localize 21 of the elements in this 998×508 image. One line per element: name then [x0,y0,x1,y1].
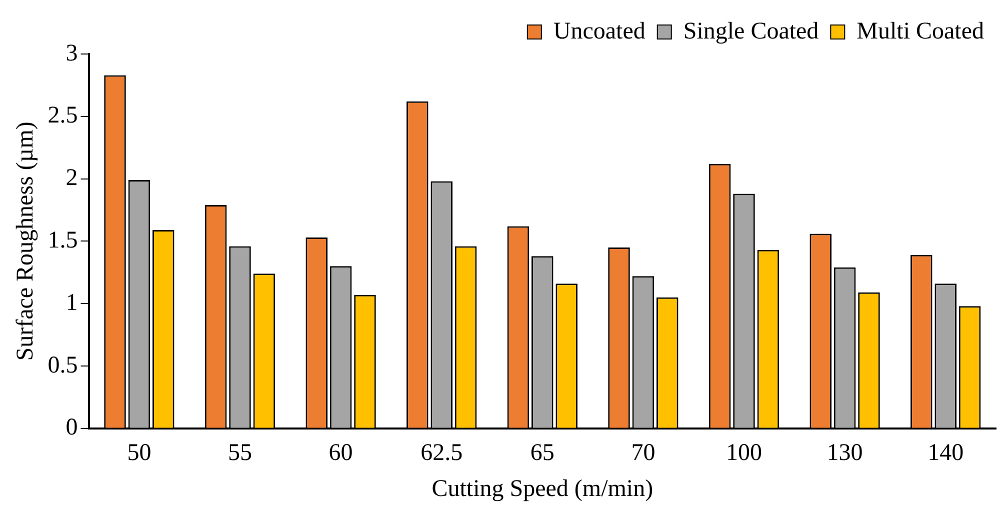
y-tick-label: 0 [66,414,78,441]
legend-label: Multi Coated [856,18,984,44]
y-tick-label: 1.5 [48,227,78,254]
y-tick-label: 1 [66,290,78,316]
x-tick-label: 60 [328,440,353,466]
x-axis-title: Cutting Speed (m/min) [432,476,654,502]
y-tick-label: 2.5 [48,102,78,129]
x-tick-label: 140 [928,440,964,466]
legend-label: Single Coated [683,18,819,44]
x-tick-label: 130 [826,440,863,466]
y-tick-label: 3 [66,40,78,66]
x-tick-label: 55 [228,440,252,466]
x-tick-label: 50 [127,440,152,466]
x-tick-label: 62.5 [420,440,463,466]
y-tick-label: 2 [66,165,78,192]
legend-label: Uncoated [553,18,646,44]
y-tick-label: 0.5 [48,352,78,378]
x-tick-label: 100 [726,440,762,466]
y-axis-title: Surface Roughness (µm) [12,122,39,361]
x-tick-label: 70 [631,440,656,466]
x-tick-label: 65 [530,440,554,466]
